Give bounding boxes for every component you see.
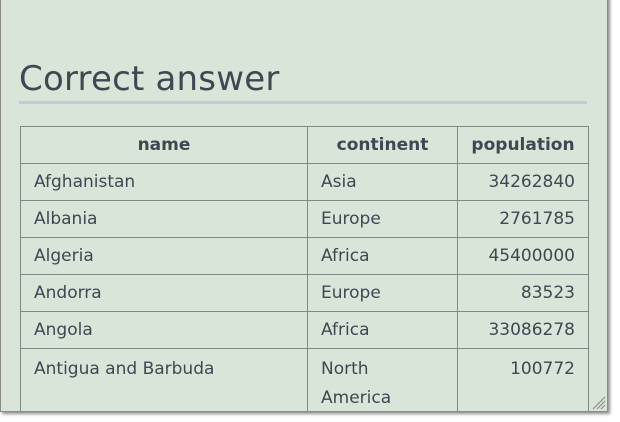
table-header-row: name continent population	[20, 126, 589, 164]
column-header-continent: continent	[307, 126, 458, 164]
table-row: Angola Africa 33086278	[20, 311, 589, 349]
cell-population: 83523	[457, 274, 589, 312]
table-row: Algeria Africa 45400000	[20, 237, 589, 275]
cell-continent: North America	[307, 348, 458, 411]
cell-name: Albania	[20, 200, 308, 238]
table-row: Antigua and Barbuda North America 100772	[20, 348, 589, 411]
cell-name: Algeria	[20, 237, 308, 275]
cell-continent: Asia	[307, 163, 458, 201]
cell-continent: Europe	[307, 200, 458, 238]
table-row: Afghanistan Asia 34262840	[20, 163, 589, 201]
cell-population: 34262840	[457, 163, 589, 201]
table-row: Albania Europe 2761785	[20, 200, 589, 238]
cell-population: 33086278	[457, 311, 589, 349]
cell-continent: Africa	[307, 311, 458, 349]
cell-name: Angola	[20, 311, 308, 349]
result-table: name continent population Afghanistan As…	[20, 126, 589, 411]
column-header-name: name	[20, 126, 308, 164]
cell-name: Antigua and Barbuda	[20, 348, 308, 411]
cell-population: 2761785	[457, 200, 589, 238]
page-title: Correct answer	[19, 59, 587, 104]
column-header-population: population	[457, 126, 589, 164]
cell-name: Andorra	[20, 274, 308, 312]
cell-population: 100772	[457, 348, 589, 411]
cell-population: 45400000	[457, 237, 589, 275]
table-row: Andorra Europe 83523	[20, 274, 589, 312]
answer-panel: Correct answer name continent population…	[0, 0, 608, 412]
cell-continent: Europe	[307, 274, 458, 312]
resize-grip-icon[interactable]	[590, 394, 606, 410]
cell-continent: Africa	[307, 237, 458, 275]
cell-name: Afghanistan	[20, 163, 308, 201]
